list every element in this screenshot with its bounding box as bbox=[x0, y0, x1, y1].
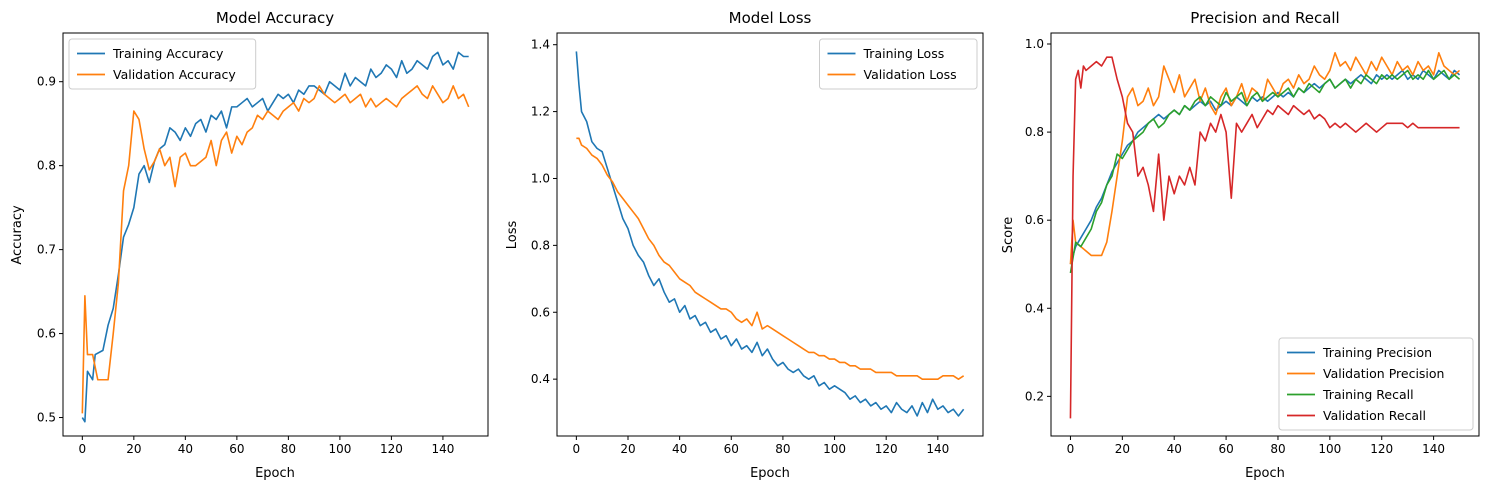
precision-recall-xlabel: Epoch bbox=[1245, 466, 1285, 481]
accuracy-legend: Training Accuracy Validation Accuracy bbox=[68, 38, 257, 90]
accuracy-xtick-label: 120 bbox=[380, 442, 403, 456]
accuracy-xtick-label: 0 bbox=[78, 442, 86, 456]
accuracy-xtick-label: 140 bbox=[431, 442, 454, 456]
accuracy-panel: Model Accuracy Epoch Accuracy 0 20 40 60 80 1… bbox=[10, 9, 489, 481]
accuracy-ticks: 0 20 40 60 80 100 120 140 0.5 0.6 0.7 0.8 0.9 bbox=[37, 75, 454, 456]
accuracy-ylabel: Accuracy bbox=[10, 205, 25, 265]
loss-xtick-label: 60 bbox=[724, 442, 739, 456]
loss-panel: Model Loss Epoch Loss 0 20 40 60 80 100 120 140… bbox=[505, 9, 984, 481]
accuracy-lines bbox=[81, 51, 470, 423]
precision-recall-legend-box bbox=[1278, 337, 1474, 431]
accuracy-ytick-label: 0.9 bbox=[37, 75, 56, 89]
precision-recall-ytick-label: 0.6 bbox=[1025, 213, 1044, 227]
loss-ytick-label: 0.4 bbox=[531, 372, 550, 386]
loss-legend-box bbox=[819, 38, 978, 90]
training-precision-legend-label: Training Precision bbox=[1322, 345, 1432, 360]
loss-legend: Training Loss Validation Loss bbox=[819, 38, 978, 90]
accuracy-xtick-label: 60 bbox=[229, 442, 244, 456]
validation-accuracy-legend-label: Validation Accuracy bbox=[113, 67, 236, 82]
precision-recall-xtick-label: 20 bbox=[1115, 442, 1130, 456]
precision-recall-xtick-label: 100 bbox=[1318, 442, 1341, 456]
accuracy-ytick-label: 0.8 bbox=[37, 159, 56, 173]
validation-recall-legend-label: Validation Recall bbox=[1323, 408, 1426, 423]
precision-recall-plot-frame bbox=[1050, 32, 1480, 437]
validation-precision-legend-label: Validation Precision bbox=[1323, 366, 1444, 381]
loss-xtick-label: 140 bbox=[926, 442, 949, 456]
accuracy-xtick-label: 100 bbox=[328, 442, 351, 456]
training-loss-line bbox=[575, 51, 965, 417]
training-loss-legend-label: Training Loss bbox=[863, 46, 945, 61]
precision-recall-ticks: 0 20 40 60 80 100 120 140 0.2 0.4 0.6 0.8 1.0 bbox=[1025, 37, 1445, 456]
precision-recall-ytick-label: 0.8 bbox=[1025, 125, 1044, 139]
loss-ytick-label: 1.2 bbox=[531, 105, 550, 119]
loss-lines bbox=[575, 51, 965, 417]
loss-xtick-label: 20 bbox=[620, 442, 635, 456]
precision-recall-xtick-label: 0 bbox=[1067, 442, 1075, 456]
precision-recall-ytick-label: 0.2 bbox=[1025, 389, 1044, 403]
accuracy-ytick-label: 0.6 bbox=[37, 327, 56, 341]
accuracy-xtick-label: 20 bbox=[126, 442, 141, 456]
precision-recall-panel: Precision and Recall Epoch Score 0 20 40 60… bbox=[1001, 9, 1480, 481]
loss-plot-frame bbox=[556, 32, 984, 437]
loss-ylabel: Loss bbox=[505, 221, 520, 250]
precision-recall-xtick-label: 80 bbox=[1270, 442, 1285, 456]
loss-ticks: 0 20 40 60 80 100 120 140 0.4 0.6 0.8 1.0 1.2 1.4 bbox=[531, 38, 949, 456]
precision-recall-ylabel: Score bbox=[1001, 217, 1016, 253]
precision-recall-xtick-label: 40 bbox=[1167, 442, 1182, 456]
loss-ytick-label: 0.6 bbox=[531, 305, 550, 319]
training-accuracy-legend-label: Training Accuracy bbox=[112, 46, 224, 61]
precision-recall-ytick-label: 0.4 bbox=[1025, 301, 1044, 315]
loss-ytick-label: 0.8 bbox=[531, 238, 550, 252]
precision-recall-ytick-label: 1.0 bbox=[1025, 37, 1044, 51]
loss-xtick-label: 100 bbox=[823, 442, 846, 456]
accuracy-title: Model Accuracy bbox=[216, 9, 334, 27]
training-recall-line bbox=[1069, 69, 1461, 274]
accuracy-xtick-label: 80 bbox=[281, 442, 296, 456]
precision-recall-xtick-label: 60 bbox=[1218, 442, 1233, 456]
loss-xtick-label: 0 bbox=[573, 442, 581, 456]
loss-title: Model Loss bbox=[729, 9, 812, 27]
validation-loss-line bbox=[576, 137, 965, 380]
training-recall-legend-label: Training Recall bbox=[1322, 387, 1414, 402]
loss-ytick-label: 1.4 bbox=[531, 38, 550, 52]
validation-loss-legend-label: Validation Loss bbox=[864, 67, 957, 82]
loss-xtick-label: 40 bbox=[672, 442, 687, 456]
loss-xtick-label: 120 bbox=[875, 442, 898, 456]
validation-recall-line bbox=[1069, 56, 1460, 419]
loss-ytick-label: 1.0 bbox=[531, 171, 550, 185]
accuracy-ytick-label: 0.7 bbox=[37, 243, 56, 257]
precision-recall-title: Precision and Recall bbox=[1190, 9, 1339, 27]
precision-recall-xtick-label: 120 bbox=[1370, 442, 1393, 456]
loss-xlabel: Epoch bbox=[750, 466, 790, 481]
training-accuracy-line bbox=[81, 51, 469, 423]
precision-recall-legend: Training Precision Validation Precision Tr… bbox=[1278, 337, 1474, 431]
accuracy-xtick-label: 40 bbox=[178, 442, 193, 456]
loss-xtick-label: 80 bbox=[775, 442, 790, 456]
precision-recall-xtick-label: 140 bbox=[1422, 442, 1445, 456]
validation-accuracy-line bbox=[81, 85, 470, 414]
accuracy-xlabel: Epoch bbox=[255, 466, 295, 481]
accuracy-legend-box bbox=[68, 38, 257, 90]
accuracy-ytick-label: 0.5 bbox=[37, 411, 56, 425]
precision-recall-lines bbox=[1069, 52, 1461, 419]
accuracy-plot-frame bbox=[62, 32, 489, 437]
